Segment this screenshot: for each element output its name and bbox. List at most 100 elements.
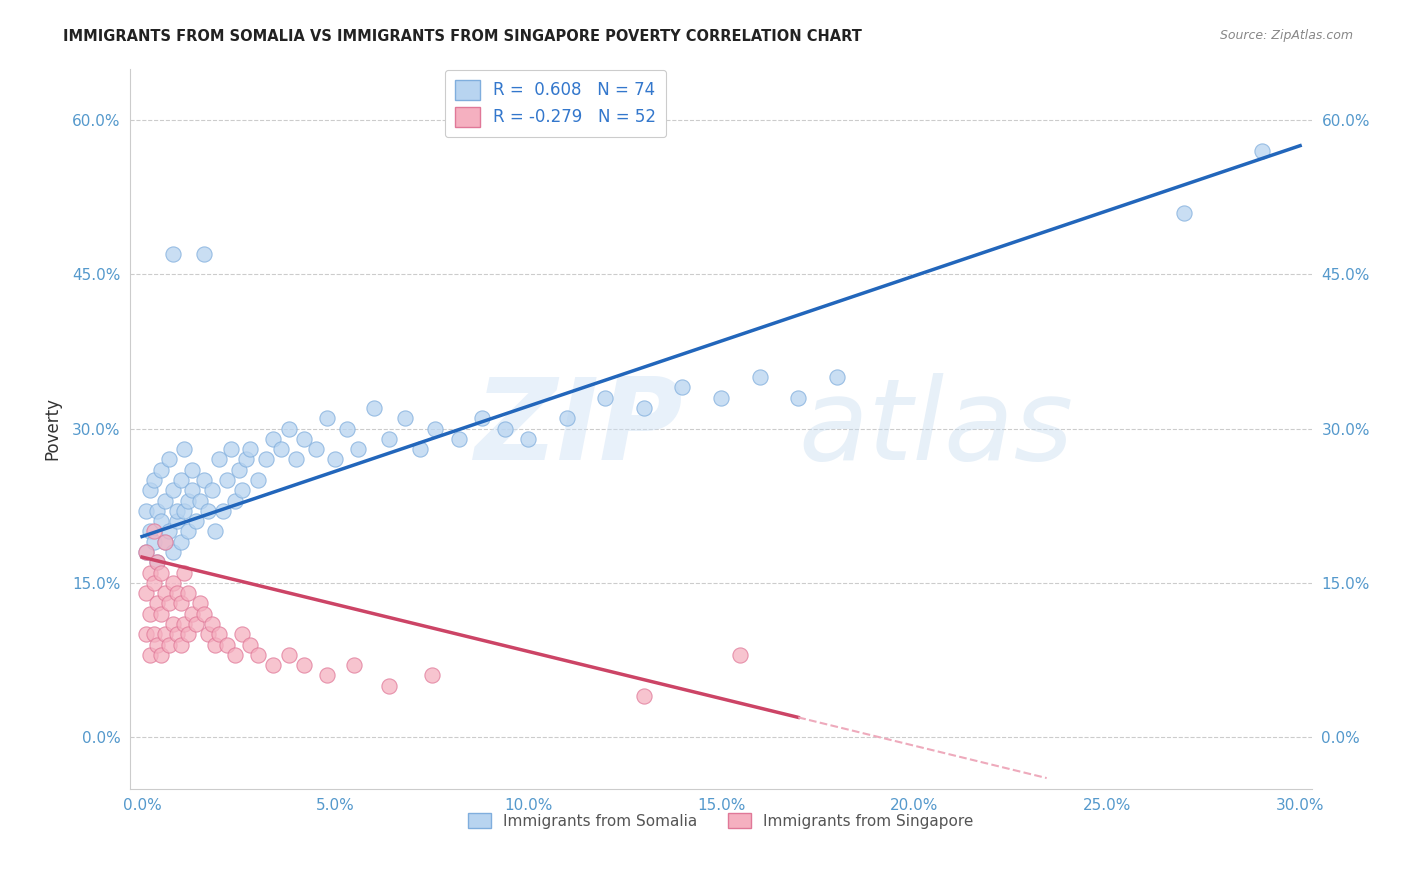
Point (146, 555, 169, 569)
Point (292, 658, 315, 673)
Y-axis label: Poverty: Poverty (44, 397, 60, 460)
Point (181, 463, 204, 477)
Point (139, 566, 162, 580)
Point (173, 616, 195, 631)
Point (153, 534, 176, 549)
Point (231, 483, 253, 498)
Point (517, 432, 540, 446)
Point (200, 616, 222, 631)
Point (142, 534, 165, 549)
Point (146, 638, 169, 652)
Point (166, 514, 188, 528)
Point (142, 524, 165, 539)
Point (730, 648, 752, 662)
Point (197, 504, 219, 518)
Point (153, 627, 176, 641)
Point (593, 391, 616, 405)
Point (146, 596, 169, 610)
Legend: Immigrants from Somalia, Immigrants from Singapore: Immigrants from Somalia, Immigrants from… (463, 806, 980, 835)
Point (420, 668, 443, 682)
Point (188, 596, 211, 610)
Point (169, 596, 191, 610)
Point (135, 545, 157, 559)
Point (208, 452, 231, 467)
Point (146, 504, 169, 518)
Point (1250, 144, 1272, 158)
Point (204, 638, 226, 652)
Text: IMMIGRANTS FROM SOMALIA VS IMMIGRANTS FROM SINGAPORE POVERTY CORRELATION CHART: IMMIGRANTS FROM SOMALIA VS IMMIGRANTS FR… (63, 29, 862, 44)
Point (270, 442, 292, 456)
Point (316, 668, 339, 682)
Point (748, 370, 770, 384)
Point (215, 638, 238, 652)
Point (425, 421, 447, 435)
Point (409, 442, 432, 456)
Point (200, 483, 222, 498)
Point (197, 627, 219, 641)
Point (262, 432, 284, 446)
Point (157, 452, 180, 467)
Text: Source: ZipAtlas.com: Source: ZipAtlas.com (1219, 29, 1353, 42)
Point (142, 627, 165, 641)
Point (177, 586, 200, 600)
Point (633, 401, 655, 415)
Point (235, 452, 257, 467)
Point (277, 648, 299, 662)
Point (208, 627, 231, 641)
Point (139, 483, 162, 498)
Point (787, 391, 810, 405)
Point (146, 555, 169, 569)
Point (173, 566, 195, 580)
Point (166, 627, 188, 641)
Point (224, 493, 246, 508)
Point (633, 689, 655, 703)
Point (184, 514, 207, 528)
Point (153, 586, 176, 600)
Point (157, 524, 180, 539)
Point (246, 473, 269, 487)
Point (177, 493, 200, 508)
Point (231, 627, 253, 641)
Point (254, 452, 277, 467)
Point (228, 463, 250, 477)
Point (135, 545, 157, 559)
Point (169, 473, 191, 487)
Point (177, 627, 200, 641)
Point (162, 246, 184, 260)
Point (1173, 205, 1195, 219)
Point (239, 442, 262, 456)
Point (262, 658, 284, 673)
Point (215, 473, 238, 487)
Point (142, 473, 165, 487)
Point (239, 638, 262, 652)
Point (150, 607, 173, 621)
Point (162, 545, 184, 559)
Point (162, 483, 184, 498)
Point (292, 432, 315, 446)
Point (166, 504, 188, 518)
Point (150, 514, 173, 528)
Point (188, 493, 211, 508)
Point (157, 596, 180, 610)
Point (173, 504, 195, 518)
Point (135, 627, 157, 641)
Point (193, 246, 215, 260)
Point (173, 442, 195, 456)
Point (378, 432, 401, 446)
Point (166, 586, 188, 600)
Point (181, 483, 204, 498)
Point (162, 616, 184, 631)
Point (447, 432, 470, 446)
Point (193, 607, 215, 621)
Point (363, 401, 385, 415)
Point (378, 679, 401, 693)
Point (169, 534, 191, 549)
Point (150, 463, 173, 477)
Point (193, 473, 215, 487)
Point (169, 638, 191, 652)
Point (224, 648, 246, 662)
Point (671, 380, 693, 394)
Point (343, 658, 366, 673)
Point (162, 575, 184, 590)
Point (394, 411, 416, 425)
